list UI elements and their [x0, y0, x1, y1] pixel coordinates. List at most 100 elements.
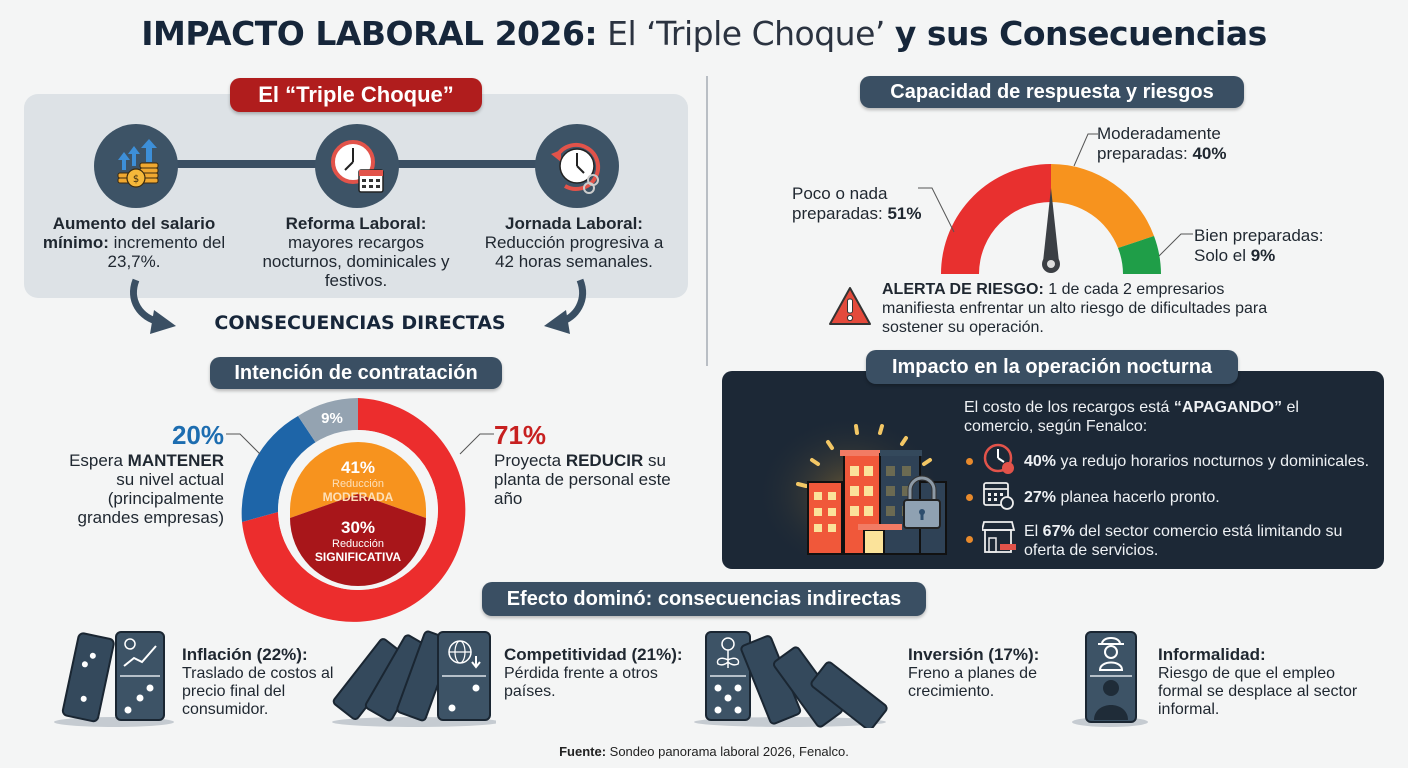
- bullet-dot: [966, 536, 973, 543]
- item-pct: 67%: [1042, 523, 1075, 540]
- section-divider: [706, 76, 708, 366]
- reducir-callout: 71% Proyecta REDUCIR su planta de person…: [494, 420, 674, 508]
- donut-label-otro: 9%: [321, 410, 343, 427]
- clock-alert-icon: [983, 443, 1014, 474]
- poco-pct: 51%: [887, 204, 922, 223]
- gauge-segment-bien: [1118, 236, 1161, 274]
- item-pct: 40%: [1024, 453, 1057, 470]
- inner-label-significativa: 30% Reducción SIGNIFICATIVA: [296, 518, 420, 564]
- buildings-lock-illustration: [760, 406, 947, 556]
- consecuencias-directas-title: CONSECUENCIAS DIRECTAS: [214, 312, 506, 334]
- gauge-label-bien: Bien preparadas: Solo el 9%: [1194, 226, 1354, 266]
- domino-item-inversion: Inversión (17%): Freno a planes de crecim…: [908, 646, 1058, 701]
- contratacion-badge: Intención de contratación: [210, 357, 502, 389]
- gauge-segment-moderada: [1051, 164, 1154, 248]
- nocturna-item-1: 40% ya redujo horarios nocturnos y domin…: [1024, 452, 1384, 471]
- source-label: Fuente:: [559, 744, 607, 759]
- capacidad-badge: Capacidad de respuesta y riesgos: [860, 76, 1244, 108]
- svg-text:$: $: [133, 174, 139, 185]
- intro-pre: El costo de los recargos está: [964, 399, 1174, 416]
- bien-pct: 9%: [1250, 246, 1276, 265]
- domino-badge: Efecto dominó: consecuencias indirectas: [482, 582, 926, 616]
- nocturna-item-3: El 67% del sector comercio está limitand…: [1024, 522, 1384, 560]
- leader-line-bien: [1158, 233, 1193, 257]
- page-title: IMPACTO LABORAL 2026: El ‘Triple Choque’…: [0, 14, 1408, 53]
- calendar-clock-icon: [983, 482, 1014, 510]
- item-heading: Jornada Laboral:: [505, 214, 643, 233]
- donut-slice-reducir: [242, 398, 466, 622]
- risk-alert-text: ALERTA DE RIESGO: 1 de cada 2 empresario…: [882, 280, 1282, 337]
- title-light-part: El ‘Triple Choque’: [597, 14, 895, 53]
- item-text: Reducción progresiva a 42 horas semanale…: [484, 233, 664, 271]
- leader-line-moderada: [1073, 133, 1098, 167]
- item-text: planea hacerlo pronto.: [1056, 489, 1220, 506]
- clock-cut-icon: [535, 124, 619, 208]
- item-text: del sector comercio está limitando su of…: [1024, 523, 1343, 559]
- item-text: incremento del 23,7%.: [107, 233, 226, 271]
- source-text: Sondeo panorama laboral 2026, Fenalco.: [606, 744, 849, 759]
- triple-item-salario: Aumento del salario mínimo: incremento d…: [34, 214, 234, 271]
- item-pre: El: [1024, 523, 1043, 540]
- domino-text: Freno a planes de crecimiento.: [908, 665, 1037, 700]
- preparacion-gauge-chart: [941, 164, 1161, 274]
- domino-item-competitividad: Competitividad (21%): Pérdida frente a ot…: [504, 646, 694, 701]
- moderada-label: Reducción: [332, 478, 384, 490]
- title-bold-part: IMPACTO LABORAL 2026:: [141, 14, 598, 53]
- leader-line-poco: [918, 187, 955, 233]
- intro-post: el comercio, según Fenalco:: [964, 399, 1299, 435]
- domino-title: Informalidad:: [1158, 645, 1266, 664]
- domino-item-informalidad: Informalidad: Riesgo de que el empleo for…: [1158, 646, 1368, 719]
- moderada-pct: 41%: [340, 458, 376, 477]
- source-note: Fuente: Sondeo panorama laboral 2026, Fe…: [0, 744, 1408, 759]
- significativa-bold: SIGNIFICATIVA: [314, 550, 402, 564]
- reducir-pct: 71%: [494, 420, 547, 450]
- bullet-dot: [966, 458, 973, 465]
- domino-text: Traslado de costos al precio final del c…: [182, 665, 334, 718]
- mantener-pre: Espera: [69, 451, 128, 470]
- triple-choque-badge: El “Triple Choque”: [230, 78, 482, 112]
- nocturna-item-2: 27% planea hacerlo pronto.: [1024, 488, 1384, 507]
- poco-text: Poco o nada preparadas:: [792, 184, 888, 223]
- domino-item-inflacion: Inflación (22%): Traslado de costos al pr…: [182, 646, 352, 719]
- mantener-pct: 20%: [171, 420, 224, 450]
- domino-title: Inflación (22%):: [182, 645, 308, 664]
- mantener-bold: MANTENER: [127, 451, 224, 470]
- warning-icon: [829, 287, 871, 325]
- salary-increase-icon: $: [94, 124, 178, 208]
- contratacion-donut-chart: [241, 398, 466, 622]
- bien-text: Bien preparadas:: [1194, 226, 1324, 245]
- curved-arrow-left-icon: [130, 278, 176, 334]
- domino-text: Riesgo de que el empleo formal se despla…: [1158, 665, 1358, 718]
- moderada-bold: MODERADA: [322, 490, 394, 504]
- significativa-label: Reducción: [332, 538, 384, 550]
- curved-arrow-right-icon: [544, 278, 586, 334]
- dominoes-investment-icon: [694, 631, 888, 728]
- significativa-pct: 30%: [340, 518, 376, 537]
- item-heading: Aumento del salario mínimo:: [42, 214, 216, 252]
- alert-body: 1 de cada 2 empresarios manifiesta enfre…: [882, 281, 1268, 336]
- mantener-rest: su nivel actual (principalmente grandes …: [77, 470, 224, 527]
- triple-item-reforma: Reforma Laboral: mayores recargos noctur…: [256, 214, 456, 290]
- storefront-icon: [982, 521, 1016, 553]
- reducir-pre: Proyecta: [494, 451, 566, 470]
- domino-title: Competitividad (21%):: [504, 645, 683, 664]
- leader-line-mantener: [226, 433, 261, 455]
- clock-calendar-icon: [315, 124, 399, 208]
- gauge-segment-poco: [941, 164, 1051, 274]
- inner-label-moderada: 41% Reducción MODERADA: [300, 458, 416, 504]
- title-bold-part-2: y sus Consecuencias: [894, 14, 1267, 53]
- item-text: ya redujo horarios nocturnos y dominical…: [1056, 453, 1370, 470]
- dominoes-competitiveness-icon: [332, 630, 496, 727]
- moderada-text: Moderadamente preparadas:: [1097, 124, 1221, 163]
- bullet-dot: [966, 494, 973, 501]
- item-text: mayores recargos nocturnos, dominicales …: [262, 233, 450, 290]
- gauge-label-moderada: Moderadamente preparadas: 40%: [1097, 124, 1247, 164]
- nocturna-intro: El costo de los recargos está “APAGANDO”…: [964, 398, 1364, 436]
- gauge-label-poco: Poco o nada preparadas: 51%: [792, 184, 932, 224]
- item-pct: 27%: [1024, 489, 1057, 506]
- domino-title: Inversión (17%):: [908, 645, 1040, 664]
- mantener-callout: 20% Espera MANTENER su nivel actual (pri…: [60, 420, 224, 527]
- intro-bold: “APAGANDO”: [1173, 399, 1283, 416]
- donut-slice-mantener: [241, 416, 316, 522]
- item-heading: Reforma Laboral:: [285, 214, 427, 233]
